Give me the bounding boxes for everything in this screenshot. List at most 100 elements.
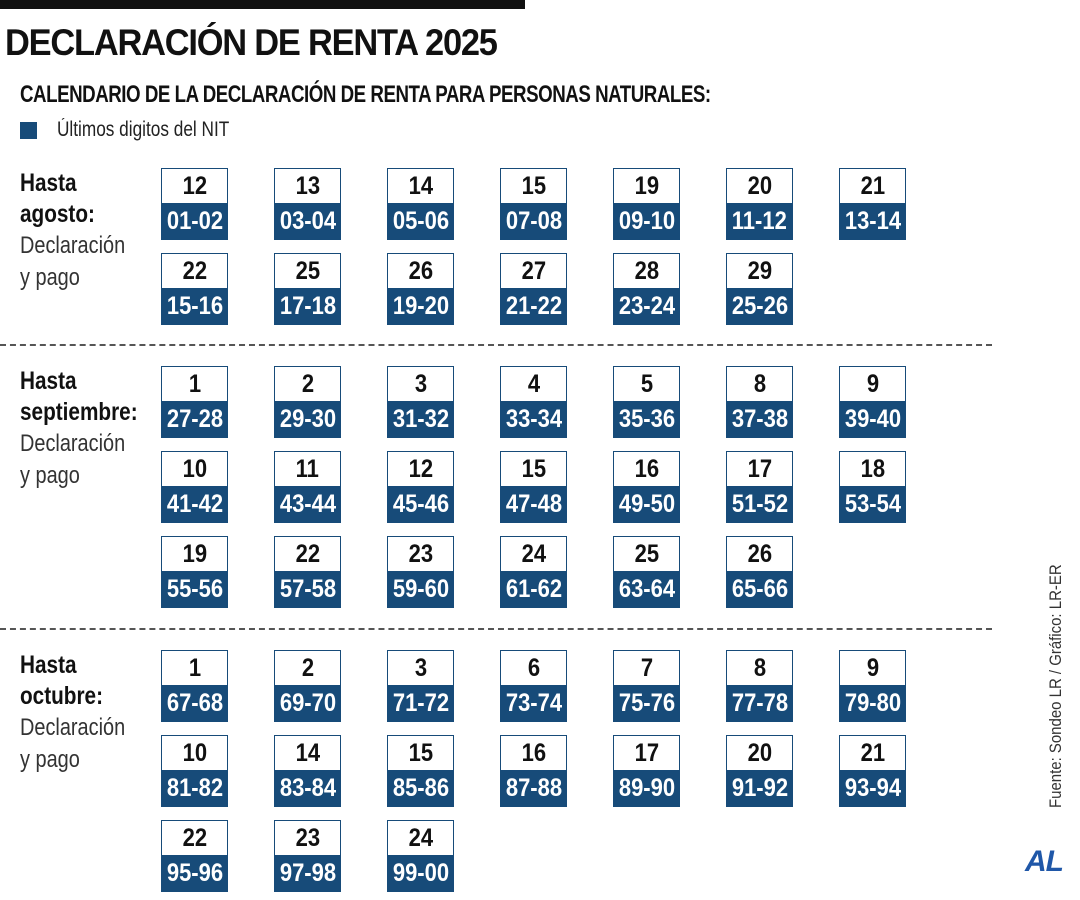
nit-digits-text: 47-48 <box>505 489 562 518</box>
nit-digits: 39-40 <box>840 401 905 437</box>
day-number: 13 <box>275 169 340 203</box>
date-cell: 2 69-70 <box>274 650 341 722</box>
nit-digits-text: 07-08 <box>505 206 562 235</box>
nit-digits-text: 21-22 <box>505 291 562 320</box>
section-label: Hasta agosto: Declaración y pago <box>20 168 170 294</box>
nit-digits-text: 01-02 <box>166 206 223 235</box>
date-cell: 19 09-10 <box>613 168 680 240</box>
day-number-text: 10 <box>182 738 207 767</box>
nit-digits: 15-16 <box>162 288 227 324</box>
nit-digits-text: 65-66 <box>731 574 788 603</box>
section-heading-line1: Hasta <box>20 367 77 395</box>
nit-digits: 27-28 <box>162 401 227 437</box>
day-number: 24 <box>501 537 566 571</box>
nit-digits: 13-14 <box>840 203 905 239</box>
nit-digits: 11-12 <box>727 203 792 239</box>
day-number-text: 18 <box>860 454 885 483</box>
nit-digits-text: 75-76 <box>618 688 675 717</box>
day-number: 1 <box>162 651 227 685</box>
nit-digits-text: 93-94 <box>844 773 901 802</box>
nit-digits-text: 71-72 <box>392 688 449 717</box>
day-number-text: 21 <box>860 171 885 200</box>
nit-digits: 53-54 <box>840 486 905 522</box>
nit-digits-text: 25-26 <box>731 291 788 320</box>
date-cell: 18 53-54 <box>839 451 906 523</box>
section-heading-line2: agosto: <box>20 200 95 228</box>
nit-digits: 17-18 <box>275 288 340 324</box>
day-number: 12 <box>388 452 453 486</box>
date-cell: 20 91-92 <box>726 735 793 807</box>
day-number: 21 <box>840 736 905 770</box>
day-number-text: 1 <box>188 653 201 682</box>
nit-digits-text: 15-16 <box>166 291 223 320</box>
date-cell: 27 21-22 <box>500 253 567 325</box>
day-number-text: 16 <box>521 738 546 767</box>
nit-digits-text: 41-42 <box>166 489 223 518</box>
day-number-text: 23 <box>408 539 433 568</box>
nit-digits: 33-34 <box>501 401 566 437</box>
date-cell: 10 41-42 <box>161 451 228 523</box>
date-cell: 25 63-64 <box>613 536 680 608</box>
day-number: 27 <box>501 254 566 288</box>
day-number: 14 <box>388 169 453 203</box>
section-note-line2: y pago <box>20 746 80 773</box>
nit-digits: 83-84 <box>275 770 340 806</box>
section-divider <box>0 628 992 630</box>
nit-digits: 65-66 <box>727 571 792 607</box>
day-number-text: 16 <box>634 454 659 483</box>
day-number: 8 <box>727 367 792 401</box>
nit-digits: 77-78 <box>727 685 792 721</box>
calendar-row: 12 01-02 13 03-04 14 05-06 15 07-08 19 09-10 20 11-… <box>161 168 952 240</box>
day-number-text: 9 <box>866 653 879 682</box>
date-cell: 23 97-98 <box>274 820 341 892</box>
day-number-text: 8 <box>753 369 766 398</box>
date-cell: 25 17-18 <box>274 253 341 325</box>
nit-digits-text: 55-56 <box>166 574 223 603</box>
calendar-row: 10 81-82 14 83-84 15 85-86 16 87-88 17 89-90 20 91-… <box>161 735 952 807</box>
date-cell: 22 95-96 <box>161 820 228 892</box>
calendar-row: 19 55-56 22 57-58 23 59-60 24 61-62 25 63-64 26 65-… <box>161 536 839 608</box>
day-number-text: 10 <box>182 454 207 483</box>
nit-digits: 43-44 <box>275 486 340 522</box>
section-note-line1: Declaración <box>20 232 126 259</box>
nit-digits: 21-22 <box>501 288 566 324</box>
nit-digits-text: 61-62 <box>505 574 562 603</box>
day-number: 22 <box>162 254 227 288</box>
date-cell: 20 11-12 <box>726 168 793 240</box>
date-cell: 22 57-58 <box>274 536 341 608</box>
date-cell: 26 65-66 <box>726 536 793 608</box>
date-cell: 5 35-36 <box>613 366 680 438</box>
nit-digits: 29-30 <box>275 401 340 437</box>
day-number-text: 17 <box>634 738 659 767</box>
nit-digits: 81-82 <box>162 770 227 806</box>
nit-digits: 89-90 <box>614 770 679 806</box>
day-number-text: 9 <box>866 369 879 398</box>
nit-digits-text: 13-14 <box>844 206 901 235</box>
day-number-text: 2 <box>301 369 314 398</box>
day-number: 25 <box>614 537 679 571</box>
nit-digits: 19-20 <box>388 288 453 324</box>
nit-digits-text: 39-40 <box>844 404 901 433</box>
nit-digits-text: 79-80 <box>844 688 901 717</box>
day-number-text: 20 <box>747 738 772 767</box>
section-heading-line2: septiembre: <box>20 398 138 426</box>
day-number: 15 <box>501 169 566 203</box>
nit-digits-text: 09-10 <box>618 206 675 235</box>
nit-digits: 73-74 <box>501 685 566 721</box>
day-number-text: 23 <box>295 823 320 852</box>
day-number: 22 <box>275 537 340 571</box>
nit-digits-text: 73-74 <box>505 688 562 717</box>
day-number: 23 <box>275 821 340 855</box>
calendar-row: 22 95-96 23 97-98 24 99-00 <box>161 820 500 892</box>
nit-digits-text: 45-46 <box>392 489 449 518</box>
nit-digits-text: 89-90 <box>618 773 675 802</box>
day-number: 29 <box>727 254 792 288</box>
nit-digits-text: 37-38 <box>731 404 788 433</box>
day-number-text: 24 <box>521 539 546 568</box>
date-cell: 21 13-14 <box>839 168 906 240</box>
date-cell: 26 19-20 <box>387 253 454 325</box>
nit-digits-text: 05-06 <box>392 206 449 235</box>
day-number: 10 <box>162 452 227 486</box>
day-number-text: 14 <box>408 171 433 200</box>
nit-digits-text: 91-92 <box>731 773 788 802</box>
